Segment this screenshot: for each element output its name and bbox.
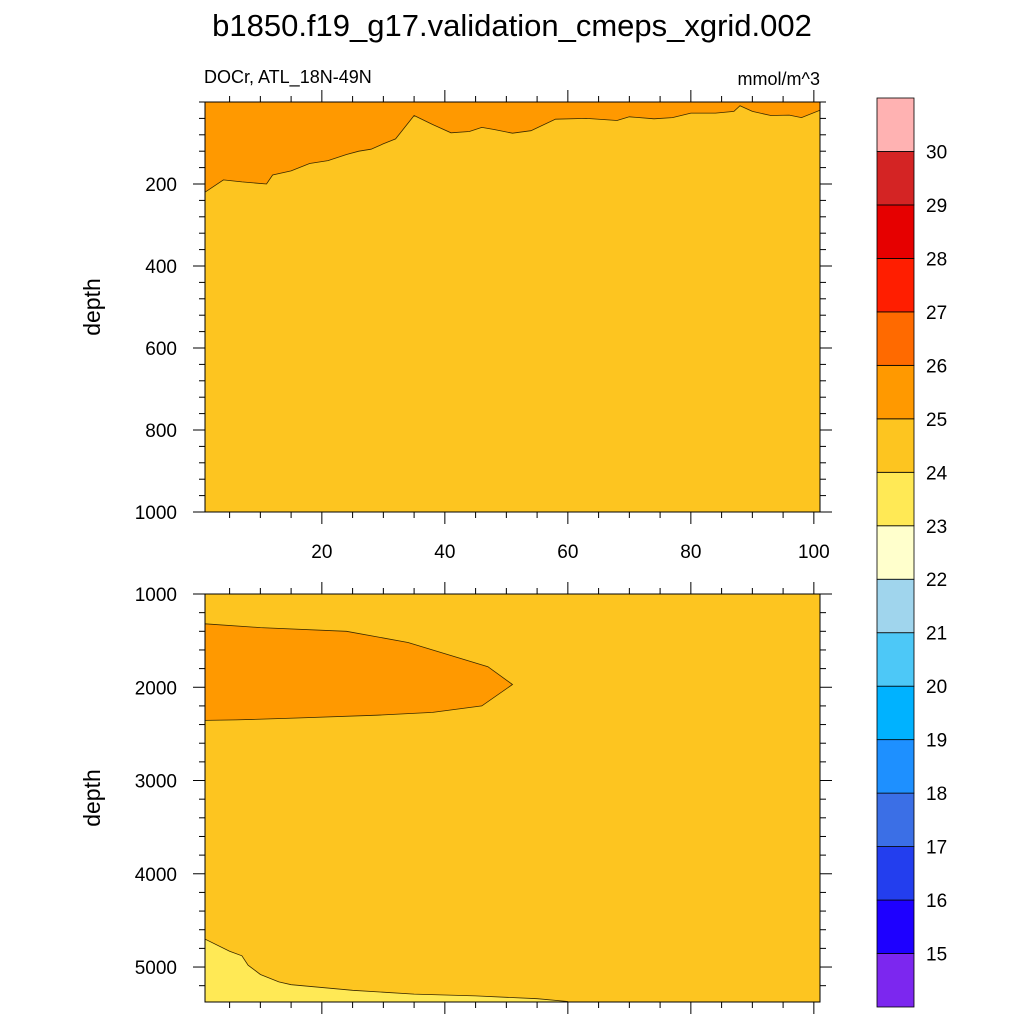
- colorbar-swatch: [876, 578, 915, 634]
- y-tick-label: 5000: [135, 958, 177, 979]
- colorbar-swatch: [876, 204, 915, 259]
- plot-frame: [204, 101, 821, 513]
- colorbar-label: 17: [926, 838, 947, 859]
- contour-fill-23-24: [205, 939, 568, 1002]
- y-tick-label: 3000: [135, 772, 177, 793]
- y-axis-label: depth: [79, 278, 105, 336]
- colorbar-swatch: [876, 899, 915, 954]
- colorbar-label: 21: [926, 624, 947, 645]
- colorbar-label: 22: [926, 570, 947, 591]
- colorbar-swatch: [876, 97, 915, 152]
- colorbar-label: 26: [926, 356, 947, 377]
- y-tick-label: 2000: [135, 678, 177, 699]
- colorbar-label: 28: [926, 249, 947, 270]
- x-tick-label: 80: [680, 542, 701, 563]
- contour-fill-25-26: [205, 102, 820, 193]
- colorbar-swatch: [876, 364, 915, 420]
- x-tick-label: 60: [557, 542, 578, 563]
- contour-fill-25-26: [205, 623, 514, 721]
- y-tick-label: 4000: [135, 865, 177, 886]
- y-tick-label: 800: [145, 421, 177, 442]
- y-axis-label: depth: [79, 769, 105, 827]
- colorbar-swatch: [876, 632, 915, 687]
- colorbar-label: 20: [926, 677, 947, 698]
- colorbar-label: 25: [926, 410, 947, 431]
- colorbar-label: 18: [926, 784, 947, 805]
- colorbar-label: 23: [926, 517, 947, 538]
- contour-line-24: [205, 938, 568, 1002]
- colorbar-swatch: [876, 792, 915, 847]
- colorbar-swatch: [876, 685, 915, 741]
- colorbar-label: 24: [926, 463, 948, 484]
- figure-title: b1850.f19_g17.validation_cmeps_xgrid.002: [212, 8, 812, 43]
- colorbar-label: 30: [926, 142, 947, 163]
- colorbar-swatch: [876, 151, 915, 206]
- colorbar-label: 19: [926, 731, 947, 752]
- y-tick-label: 400: [145, 257, 177, 278]
- colorbar-swatch: [876, 418, 915, 473]
- colorbar-label: 27: [926, 303, 947, 324]
- plot-frame: [204, 593, 821, 1003]
- colorbar-swatch: [876, 953, 915, 1008]
- colorbar: 15 16 17 18 19 20 21 22 23 24 25 26 27 28 29 30: [876, 97, 948, 1008]
- contour-line-25: [205, 105, 820, 193]
- lower-panel: 1000 2000 3000 4000 5000 depth: [79, 582, 832, 1014]
- colorbar-swatch: [876, 311, 915, 366]
- x-tick-label: 40: [434, 542, 455, 563]
- colorbar-swatch: [876, 846, 915, 901]
- variable-region-label: DOCr, ATL_18N-49N: [204, 67, 372, 88]
- upper-panel: 200 400 600 800 1000 20 40 60 80 100 depth: [79, 90, 832, 563]
- y-tick-label: 1000: [135, 585, 177, 606]
- x-tick-label: 20: [311, 542, 332, 563]
- colorbar-swatch: [876, 739, 915, 794]
- colorbar-swatch: [876, 525, 915, 580]
- y-tick-label: 200: [145, 175, 177, 196]
- colorbar-label: 29: [926, 196, 947, 217]
- colorbar-swatch: [876, 471, 915, 527]
- colorbar-swatch: [876, 258, 915, 313]
- units-label: mmol/m^3: [738, 69, 820, 89]
- colorbar-label: 15: [926, 945, 947, 966]
- y-tick-label: 600: [145, 339, 177, 360]
- x-tick-label: 100: [798, 542, 830, 563]
- contour-fill-24-25: [205, 102, 820, 512]
- colorbar-label: 16: [926, 891, 947, 912]
- y-tick-label: 1000: [135, 503, 177, 524]
